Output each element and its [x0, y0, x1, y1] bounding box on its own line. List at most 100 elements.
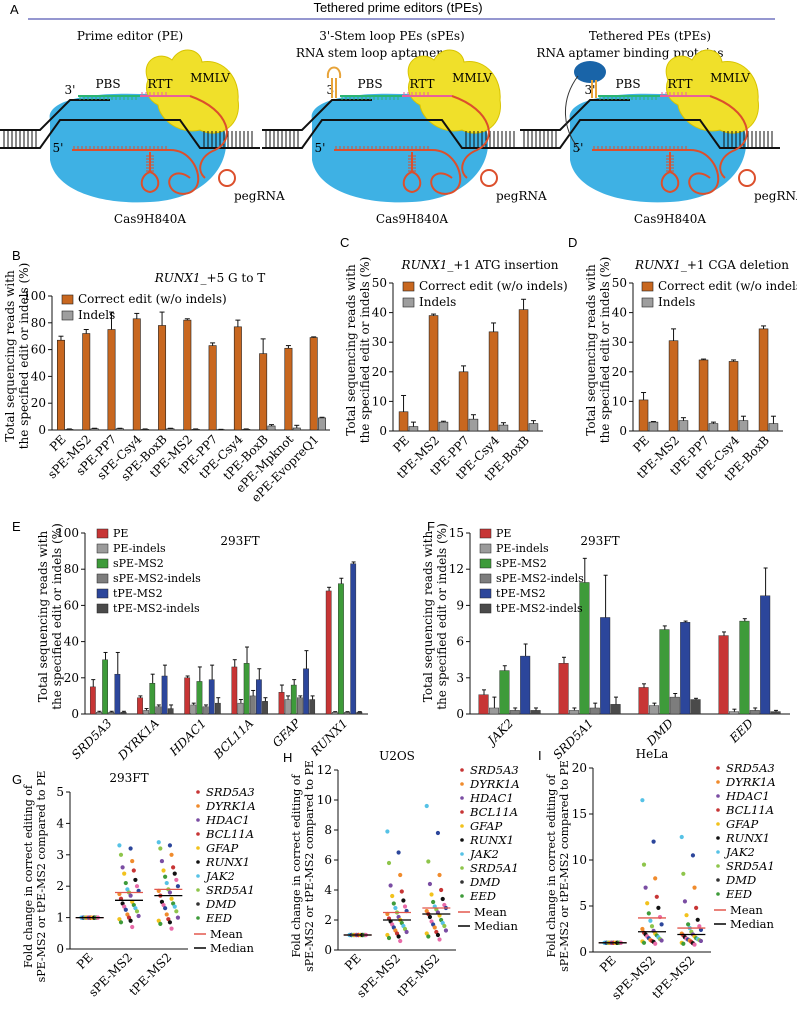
data-point — [641, 940, 647, 945]
legend-gene: JAK2 — [468, 847, 499, 861]
legend-gene: EED — [469, 889, 496, 903]
bar — [231, 666, 238, 715]
data-point — [166, 917, 171, 922]
legend-gene: EED — [205, 911, 232, 925]
data-point — [391, 901, 396, 906]
bar — [90, 428, 99, 431]
data-point — [174, 909, 179, 914]
data-point — [125, 887, 130, 892]
data-point — [156, 840, 161, 845]
legend-label: sPE-MS2-indels — [113, 572, 201, 585]
legend-swatch-correct — [402, 281, 415, 292]
legend-swatch — [479, 588, 492, 599]
data-point — [398, 938, 403, 944]
panel-letter: F — [427, 519, 435, 534]
legend-gene: BCL11A — [725, 803, 774, 817]
legend-dot — [196, 846, 200, 850]
legend-mean: Mean — [474, 905, 507, 919]
y-tick-label: 100 — [56, 526, 79, 540]
y-tick-label: 20 — [612, 365, 627, 379]
legend-dot — [716, 864, 720, 868]
data-point — [118, 920, 124, 925]
legend-label: tPE-MS2 — [496, 587, 546, 600]
data-point — [163, 906, 168, 911]
data-point — [156, 918, 161, 923]
legend-dot — [460, 768, 464, 772]
data-point — [648, 918, 653, 923]
data-point — [175, 884, 181, 889]
legend-dot — [460, 824, 464, 828]
data-point — [653, 876, 658, 881]
data-point — [167, 843, 173, 848]
data-point — [123, 880, 128, 886]
bar — [114, 673, 121, 715]
bar — [350, 563, 357, 715]
y-tick-label: 2 — [56, 879, 64, 893]
legend-swatch — [96, 603, 109, 614]
bar — [468, 418, 479, 432]
bar — [518, 309, 529, 432]
y-tick-label: 5 — [56, 785, 64, 799]
label-cas9: Cas9H840A — [376, 212, 448, 226]
bar — [120, 711, 127, 715]
data-point — [386, 860, 392, 866]
bar — [669, 696, 680, 715]
y-tick-label: 60 — [31, 343, 46, 357]
legend-dot — [716, 836, 720, 840]
legend-dot — [196, 818, 200, 822]
data-point — [174, 877, 179, 883]
legend-label-correct: Correct edit (w/o indels) — [78, 292, 227, 306]
data-point — [131, 868, 136, 873]
legend-label: tPE-MS2 — [113, 587, 163, 600]
category-tick-label: BCL11A — [210, 716, 256, 762]
y-axis-label: Fold change in correct editing ofsPE-MS2… — [22, 771, 48, 983]
y-tick-label: 0 — [379, 424, 387, 438]
legend-gene: GFAP — [726, 817, 758, 831]
data-point — [684, 913, 689, 918]
category-tick-label: PE — [74, 950, 96, 972]
data-point — [128, 846, 133, 851]
y-axis-label: Fold change in correct editing ofsPE-MS2… — [290, 760, 316, 972]
chart-G: G 293FT 0 1 2 3 4 5 Fold change in correct editi… — [12, 771, 256, 1000]
y-tick-label: 6 — [324, 853, 332, 867]
bar — [155, 706, 162, 715]
data-point — [697, 924, 702, 929]
chart-title: 293FT — [109, 771, 148, 785]
data-point — [390, 893, 395, 899]
data-point — [161, 902, 166, 908]
legend-label: sPE-MS2 — [113, 557, 164, 570]
stem-loop-aptamer — [591, 80, 597, 98]
dna-strand — [520, 99, 780, 149]
y-tick-label: 100 — [23, 289, 46, 303]
legend-gene: SRD5A1 — [726, 859, 775, 873]
bar — [739, 620, 750, 715]
y-axis-label: Fold change in correct editing ofsPE-MS2… — [545, 760, 571, 972]
data-point — [171, 865, 176, 870]
legend-dot — [460, 880, 464, 884]
legend-swatch — [479, 573, 492, 584]
legend-dot — [196, 888, 200, 892]
legend-gene: RUNX1 — [725, 831, 770, 845]
legend-gene: EED — [725, 887, 752, 901]
legend-dot — [460, 894, 464, 898]
data-point — [386, 935, 392, 941]
legend-gene: JAK2 — [724, 845, 755, 859]
data-point — [681, 871, 686, 876]
bar — [530, 710, 541, 715]
bar — [256, 679, 262, 715]
legend-gene: SRD5A3 — [470, 763, 519, 777]
data-point — [659, 922, 664, 927]
label-mmlv: MMLV — [710, 71, 750, 85]
data-point — [437, 872, 442, 878]
bar — [729, 711, 740, 715]
y-tick-label: 1 — [56, 911, 64, 925]
y-tick-label: 10 — [572, 853, 587, 867]
y-tick-label: 10 — [612, 394, 627, 408]
data-point — [123, 907, 128, 912]
data-point — [396, 850, 401, 855]
data-point — [398, 872, 403, 878]
bar — [191, 429, 200, 431]
bar — [325, 590, 332, 715]
